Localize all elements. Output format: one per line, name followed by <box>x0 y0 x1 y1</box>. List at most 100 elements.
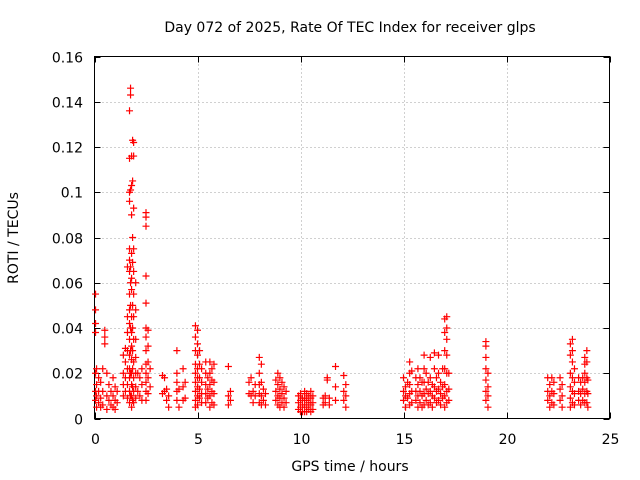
data-point <box>402 383 410 391</box>
data-point <box>482 365 490 373</box>
data-point <box>566 369 574 377</box>
data-point <box>173 378 181 386</box>
data-point <box>142 333 150 341</box>
data-point <box>445 396 453 404</box>
data-point <box>406 358 414 366</box>
data-point <box>130 152 138 160</box>
data-point <box>556 374 564 382</box>
data-point <box>282 387 290 395</box>
data-point <box>548 374 556 382</box>
y-axis-label: ROTI / TECUs <box>6 192 22 284</box>
data-point <box>134 369 142 377</box>
data-point <box>128 403 136 411</box>
data-point <box>581 353 589 361</box>
data-point <box>332 396 340 404</box>
data-point <box>198 378 206 386</box>
data-point <box>323 376 331 384</box>
data-point <box>126 107 134 115</box>
data-point <box>566 383 574 391</box>
data-point <box>210 401 218 409</box>
data-point <box>568 335 576 343</box>
data-point <box>128 211 136 219</box>
data-point <box>196 374 204 382</box>
data-point <box>163 385 171 393</box>
data-point <box>109 374 117 382</box>
data-point <box>261 390 269 398</box>
data-point <box>95 374 103 382</box>
data-point <box>206 381 214 389</box>
data-point <box>142 213 150 221</box>
data-point <box>321 392 329 400</box>
data-point <box>126 319 134 327</box>
data-point <box>175 403 183 411</box>
data-point <box>204 385 212 393</box>
data-point <box>482 396 490 404</box>
data-point <box>194 401 201 409</box>
data-point <box>325 401 333 409</box>
data-point <box>342 403 350 411</box>
data-point <box>161 374 169 382</box>
y-tick-label: 0.12 <box>52 141 83 157</box>
data-point <box>224 401 232 409</box>
data-point <box>95 399 103 407</box>
data-point <box>566 351 574 359</box>
data-point <box>484 383 492 391</box>
data-point <box>210 378 218 386</box>
data-point <box>134 387 142 395</box>
data-point <box>420 365 428 373</box>
data-point <box>93 392 101 400</box>
data-point <box>416 387 424 395</box>
data-point <box>420 351 428 359</box>
data-point <box>127 263 135 271</box>
data-point <box>226 387 234 395</box>
data-point <box>136 392 144 400</box>
data-point <box>132 279 140 287</box>
data-point <box>422 369 430 377</box>
data-point <box>208 365 216 373</box>
data-point <box>584 403 592 411</box>
data-point <box>97 394 105 402</box>
data-point <box>414 365 422 373</box>
data-point <box>412 396 420 404</box>
data-point <box>97 378 105 386</box>
data-point <box>568 358 576 366</box>
data-point <box>435 351 443 359</box>
data-point <box>276 374 284 382</box>
data-point <box>257 392 265 400</box>
data-point <box>130 290 138 298</box>
data-point <box>206 392 214 400</box>
data-point <box>103 405 111 413</box>
data-point <box>321 399 329 407</box>
data-point <box>196 385 204 393</box>
plot-frame <box>94 56 610 419</box>
data-point <box>430 365 438 373</box>
data-point <box>196 360 204 368</box>
data-point <box>92 290 100 298</box>
y-tick-label: 0.02 <box>52 367 83 383</box>
data-point <box>400 374 407 382</box>
data-point <box>550 378 558 386</box>
data-point <box>558 392 566 400</box>
data-point <box>165 403 173 411</box>
data-point <box>424 378 432 386</box>
data-point <box>280 383 288 391</box>
data-point <box>144 390 152 398</box>
data-point <box>146 383 154 391</box>
data-point <box>257 360 265 368</box>
data-point <box>142 347 150 355</box>
data-point <box>484 403 492 411</box>
data-point <box>437 378 445 386</box>
data-point <box>441 329 449 337</box>
data-point <box>482 376 490 384</box>
gridlines <box>94 56 610 419</box>
y-tick-label: 0.14 <box>52 96 83 112</box>
data-point <box>196 347 204 355</box>
data-point <box>191 396 199 404</box>
data-point <box>130 267 138 275</box>
data-point <box>550 401 558 409</box>
data-point <box>226 396 234 404</box>
data-point <box>556 385 564 393</box>
data-point <box>107 387 115 395</box>
data-point <box>132 394 140 402</box>
data-point <box>482 342 490 350</box>
